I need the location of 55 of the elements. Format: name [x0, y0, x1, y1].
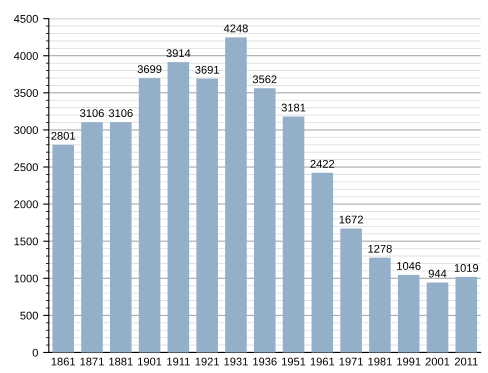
bar	[254, 88, 276, 352]
x-tick-label: 1911	[167, 358, 190, 366]
data-label: 1046	[397, 262, 421, 270]
x-tick-label: 1961	[310, 358, 334, 366]
x-tick-label: 1871	[80, 358, 104, 366]
y-tick-label: 0	[32, 348, 38, 357]
data-label: 3914	[166, 49, 190, 58]
bar	[168, 62, 190, 352]
data-label: 3106	[80, 109, 104, 118]
data-label: 1672	[340, 216, 363, 224]
bar	[455, 276, 478, 352]
x-tick-label: 2001	[426, 358, 450, 366]
data-label: 3106	[108, 109, 133, 118]
x-tick-label: 1931	[224, 358, 248, 366]
data-label: 3699	[138, 65, 162, 74]
y-tick-label: 3000	[14, 126, 38, 134]
bar	[426, 282, 448, 352]
data-label: 3562	[252, 75, 277, 84]
x-tick-label: 1951	[282, 358, 306, 366]
data-label: 2422	[310, 160, 334, 168]
data-label: 3181	[282, 104, 306, 112]
y-tick-label: 2000	[14, 200, 38, 208]
bar	[138, 78, 160, 352]
bar	[340, 228, 362, 352]
y-tick-label: 1000	[14, 274, 38, 282]
y-tick-label: 4500	[14, 14, 38, 23]
data-label: 944	[428, 270, 446, 278]
bar	[312, 172, 334, 352]
data-label: 1278	[368, 244, 392, 253]
y-tick-label: 1500	[14, 237, 38, 246]
bar	[81, 122, 103, 352]
bar	[196, 78, 218, 352]
x-tick-label: 1861	[52, 358, 76, 366]
bar	[369, 258, 391, 352]
data-label: 1019	[454, 264, 478, 272]
x-tick-label: 1921	[196, 358, 219, 366]
x-tick-label: 1936	[253, 358, 277, 366]
y-tick-label: 4000	[14, 52, 38, 60]
bar	[225, 37, 247, 352]
data-label: 2801	[51, 132, 76, 140]
y-tick-label: 3500	[14, 89, 38, 97]
x-tick-label: 1881	[109, 358, 133, 366]
data-label: 3691	[195, 66, 219, 74]
x-tick-label: 1971	[340, 358, 363, 366]
bar	[398, 274, 420, 352]
bar	[282, 116, 304, 352]
bar	[110, 122, 132, 352]
bar	[52, 144, 74, 352]
data-label: 4248	[224, 24, 248, 32]
x-tick-label: 1991	[397, 358, 421, 366]
x-tick-label: 2011	[454, 358, 478, 366]
x-tick-label: 1901	[138, 358, 162, 366]
x-tick-label: 1981	[368, 358, 392, 366]
y-tick-label: 500	[20, 312, 38, 320]
y-tick-label: 2500	[14, 163, 38, 172]
